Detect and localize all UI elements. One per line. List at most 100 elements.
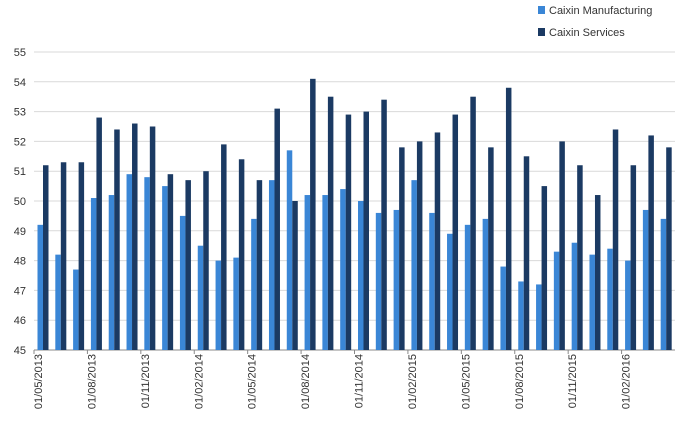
bar-manufacturing	[536, 284, 542, 350]
x-tick-label: 01/05/2013	[33, 354, 45, 409]
bar-services	[612, 129, 619, 350]
bar-manufacturing	[37, 224, 43, 350]
bar-services	[167, 174, 174, 350]
bar-services	[381, 99, 387, 351]
legend-label: Caixin Services	[549, 27, 625, 39]
bar-manufacturing	[625, 260, 631, 350]
bar-manufacturing	[464, 224, 471, 350]
bar-services	[594, 195, 601, 350]
bar-services	[203, 171, 209, 350]
x-tick-label: 01/11/2015	[567, 354, 579, 408]
bar-manufacturing	[358, 201, 364, 350]
bar-services	[292, 201, 298, 350]
y-tick-label: 49	[14, 226, 26, 238]
bar-services	[399, 147, 405, 350]
x-tick-label: 01/02/2015	[407, 354, 419, 409]
y-tick-label: 52	[14, 136, 26, 148]
bar-manufacturing	[55, 254, 61, 350]
bar-services	[185, 180, 191, 350]
bar-manufacturing	[642, 209, 649, 350]
bar-services	[327, 96, 334, 350]
bar-services	[363, 111, 369, 350]
bar-manufacturing	[660, 218, 667, 350]
bar-services	[96, 117, 102, 350]
bar-services	[221, 144, 227, 350]
gridlines	[34, 51, 675, 351]
bar-manufacturing	[286, 150, 293, 350]
bar-services	[488, 147, 494, 350]
legend-swatch	[538, 28, 545, 36]
x-tick-label: 01/11/2014	[354, 354, 366, 408]
bar-services	[43, 165, 49, 350]
bar-services	[452, 114, 459, 350]
x-tick-label: 01/08/2013	[86, 354, 98, 409]
bar-services	[60, 162, 67, 350]
y-tick-label: 55	[14, 47, 26, 59]
bar-manufacturing	[429, 212, 435, 350]
bars	[37, 78, 672, 351]
bar-services	[114, 129, 120, 350]
x-tick-label: 01/05/2015	[460, 354, 472, 409]
bar-manufacturing	[340, 189, 346, 350]
x-tick-label: 01/05/2014	[247, 354, 259, 409]
y-axis-tick-labels: 45 46 47 48 49 50 51 52 53 54 55	[14, 47, 26, 357]
bar-manufacturing	[482, 218, 489, 350]
bar-manufacturing	[375, 212, 382, 350]
bar-services	[310, 78, 316, 350]
bar-manufacturing	[162, 186, 168, 350]
bar-services	[132, 123, 138, 351]
bar-manufacturing	[393, 209, 400, 350]
bar-services	[238, 159, 245, 350]
bar-services	[559, 141, 565, 350]
y-tick-label: 53	[14, 107, 26, 119]
y-tick-label: 48	[14, 256, 26, 268]
bar-manufacturing	[126, 174, 133, 350]
bar-manufacturing	[553, 251, 560, 350]
x-axis-tick-labels: 01/05/2013 01/08/2013 01/11/2013 01/02/2014…	[33, 350, 633, 409]
bar-manufacturing	[589, 254, 595, 350]
bar-manufacturing	[144, 177, 150, 350]
bar-manufacturing	[251, 218, 257, 350]
bar-manufacturing	[197, 245, 204, 350]
bar-manufacturing	[411, 180, 417, 350]
x-tick-label: 01/08/2015	[514, 354, 526, 409]
bar-manufacturing	[233, 257, 239, 350]
legend: Caixin Manufacturing Caixin Services	[538, 5, 652, 39]
bar-manufacturing	[607, 248, 613, 350]
x-tick-label: 01/02/2016	[621, 354, 633, 409]
bar-services	[630, 165, 637, 350]
bar-manufacturing	[90, 198, 97, 350]
bar-services	[577, 165, 583, 350]
bar-manufacturing	[447, 233, 453, 350]
bar-manufacturing	[304, 195, 311, 350]
bar-manufacturing	[322, 195, 328, 350]
bar-services	[648, 135, 654, 350]
legend-swatch	[538, 6, 545, 14]
bar-services	[505, 87, 512, 350]
bar-manufacturing	[215, 260, 222, 350]
bar-services	[274, 108, 280, 351]
bar-services	[149, 126, 156, 350]
legend-label: Caixin Manufacturing	[549, 5, 652, 17]
y-tick-label: 46	[14, 315, 26, 327]
bar-manufacturing	[179, 215, 186, 350]
bar-manufacturing	[500, 266, 506, 350]
y-tick-label: 54	[14, 77, 26, 89]
bar-services	[470, 96, 476, 350]
bar-services	[541, 186, 548, 350]
bar-manufacturing	[268, 180, 275, 350]
bar-manufacturing	[108, 195, 115, 350]
x-tick-label: 01/11/2013	[140, 354, 152, 408]
x-tick-label: 01/02/2014	[193, 354, 205, 409]
bar-services	[523, 156, 530, 350]
bar-services	[78, 162, 85, 350]
bar-services	[256, 180, 263, 350]
bar-services	[345, 114, 352, 350]
x-tick-label: 01/08/2014	[300, 354, 312, 409]
bar-services	[666, 147, 672, 350]
bar-services	[434, 132, 441, 350]
y-tick-label: 45	[14, 345, 26, 357]
y-tick-label: 51	[14, 166, 26, 178]
y-tick-label: 47	[14, 285, 26, 297]
